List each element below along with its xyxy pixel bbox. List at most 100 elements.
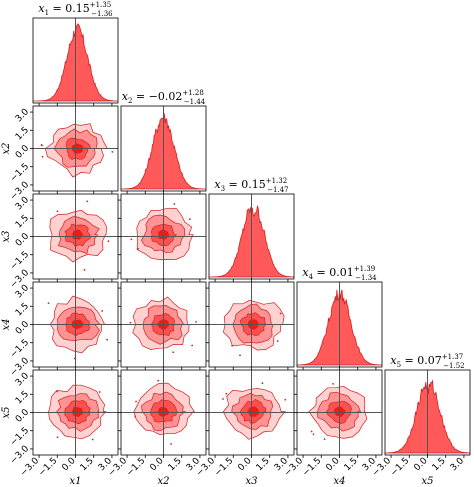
sample-point bbox=[188, 218, 191, 221]
contour-panel-3-4 bbox=[206, 281, 295, 370]
x-tick-label: −1.5 bbox=[301, 456, 324, 479]
y-tick-label: 0.0 bbox=[14, 143, 31, 160]
x-axis-label-2: x2 bbox=[157, 476, 169, 487]
x-tick-label: 1.5 bbox=[79, 456, 96, 473]
title-3: x3 = 0.15+1.32 −1.47 bbox=[214, 177, 288, 194]
hist-panel-4: x4 = 0.01+1.39 −1.34 bbox=[296, 265, 383, 370]
y-tick-label: 0.0 bbox=[14, 319, 31, 336]
sample-point bbox=[129, 321, 132, 324]
title-symbol: x bbox=[390, 354, 397, 367]
y-tick-label: −1.5 bbox=[9, 338, 32, 361]
contour-panel-1-4: −3.0−1.50.01.53.0x4 bbox=[1, 281, 119, 379]
title-err-minus: −1.47 bbox=[267, 186, 288, 194]
title-median: = 0.07 bbox=[401, 354, 442, 367]
sample-point bbox=[56, 210, 59, 213]
y-axis-label-4: x4 bbox=[1, 318, 12, 330]
title-symbol: x bbox=[214, 178, 221, 191]
x-axis-label-3: x3 bbox=[245, 476, 257, 487]
sample-point bbox=[195, 320, 197, 323]
title-symbol: x bbox=[302, 266, 309, 279]
x-tick-label: 1.5 bbox=[431, 456, 448, 473]
sample-point bbox=[107, 240, 110, 243]
x-tick-label: 0.0 bbox=[148, 456, 165, 473]
sample-point bbox=[91, 438, 94, 441]
title-err-plus: +1.35 bbox=[90, 1, 111, 9]
x-tick-label: −1.5 bbox=[125, 456, 148, 479]
title-median: = 0.01 bbox=[313, 266, 354, 279]
sample-point bbox=[56, 436, 59, 439]
x-tick-label: 1.5 bbox=[343, 456, 360, 473]
title-sub: 4 bbox=[309, 273, 314, 281]
contour-panel-1-2: −3.0−1.50.01.53.0x2 bbox=[1, 105, 119, 203]
title-median: = −0.02 bbox=[132, 90, 182, 103]
x-axis-label-1: x1 bbox=[69, 476, 81, 487]
sample-point bbox=[111, 151, 114, 153]
sample-point bbox=[106, 338, 109, 341]
x-tick-label: 0.0 bbox=[412, 456, 429, 473]
contour-panel-2-3 bbox=[118, 193, 207, 282]
y-axis-label-3: x3 bbox=[1, 230, 12, 242]
x-tick-label: 1.5 bbox=[167, 456, 184, 473]
y-tick-label: 0.0 bbox=[14, 407, 31, 424]
sample-point bbox=[310, 430, 313, 433]
contour-panel-4-5: −3.0−1.5 0.0 1.5 3.0x4 bbox=[283, 369, 383, 487]
contour-panel-2-5: −3.0−1.5 0.0 1.5 3.0x2 bbox=[107, 369, 207, 487]
y-tick-label: 1.5 bbox=[14, 389, 31, 406]
y-tick-label: −1.5 bbox=[9, 426, 32, 449]
sample-point bbox=[56, 390, 59, 393]
title-symbol: x bbox=[122, 90, 129, 103]
sample-point bbox=[261, 382, 264, 385]
title-2: x2 = −0.02+1.28 −1.44 bbox=[122, 89, 206, 106]
sample-point bbox=[279, 312, 282, 315]
title-symbol: x bbox=[38, 2, 45, 15]
sample-point bbox=[41, 155, 44, 158]
sample-point bbox=[134, 415, 137, 418]
sample-point bbox=[222, 398, 224, 400]
title-sub: 3 bbox=[221, 185, 225, 193]
y-tick-label: −1.5 bbox=[9, 162, 32, 185]
y-axis-label-2: x2 bbox=[1, 142, 12, 154]
hist-panel-5: x5 = 0.07+1.37 −1.52−3.0−1.5 0.0 1.5 3.0x5 bbox=[371, 353, 471, 487]
x-tick-label: −1.5 bbox=[389, 456, 412, 479]
x-tick-label: 3.0 bbox=[449, 456, 466, 473]
title-5: x5 = 0.07+1.37 −1.52 bbox=[390, 353, 464, 370]
sample-point bbox=[47, 302, 50, 305]
y-tick-label: 1.5 bbox=[14, 301, 31, 318]
title-err-minus: −1.44 bbox=[184, 98, 206, 106]
sample-point bbox=[191, 344, 194, 347]
y-tick-label: 0.0 bbox=[14, 231, 31, 248]
sample-point bbox=[157, 379, 160, 382]
x-tick-label: −1.5 bbox=[213, 456, 236, 479]
title-err-plus: +1.39 bbox=[354, 265, 375, 273]
title-sub: 5 bbox=[397, 361, 401, 369]
sample-point bbox=[284, 398, 287, 401]
title-sub: 2 bbox=[128, 97, 132, 105]
sample-point bbox=[173, 203, 176, 205]
x-axis-label-5: x5 bbox=[421, 476, 433, 487]
y-tick-label: 1.5 bbox=[14, 125, 31, 142]
contour-panel-1-5: −3.0−1.5 0.0 1.5 3.0x1−3.0−1.50.01.53.0x5 bbox=[1, 369, 119, 487]
title-err-plus: +1.32 bbox=[266, 177, 287, 185]
sample-point bbox=[312, 433, 315, 436]
title-4: x4 = 0.01+1.39 −1.34 bbox=[302, 265, 377, 282]
x-tick-label: 0.0 bbox=[324, 456, 341, 473]
sample-point bbox=[83, 268, 86, 271]
title-err-minus: −1.34 bbox=[355, 274, 377, 282]
title-err-plus: +1.37 bbox=[442, 353, 463, 361]
sample-point bbox=[172, 351, 175, 354]
contour-panel-1-3: −3.0−1.50.01.53.0x3 bbox=[1, 193, 119, 291]
sample-point bbox=[86, 200, 89, 203]
title-sub: 1 bbox=[45, 9, 49, 17]
sample-point bbox=[135, 400, 137, 403]
x-tick-label: −1.5 bbox=[37, 456, 60, 479]
title-median: = 0.15 bbox=[49, 2, 90, 15]
contour-panel-3-5: −3.0−1.5 0.0 1.5 3.0x3 bbox=[195, 369, 295, 487]
sample-point bbox=[170, 442, 172, 445]
x-tick-label: 0.0 bbox=[236, 456, 253, 473]
sample-point bbox=[332, 382, 335, 385]
title-1: x1 = 0.15+1.35 −1.36 bbox=[38, 1, 113, 18]
title-err-minus: −1.52 bbox=[443, 362, 464, 370]
title-err-plus: +1.28 bbox=[182, 89, 203, 97]
sample-point bbox=[225, 392, 228, 395]
